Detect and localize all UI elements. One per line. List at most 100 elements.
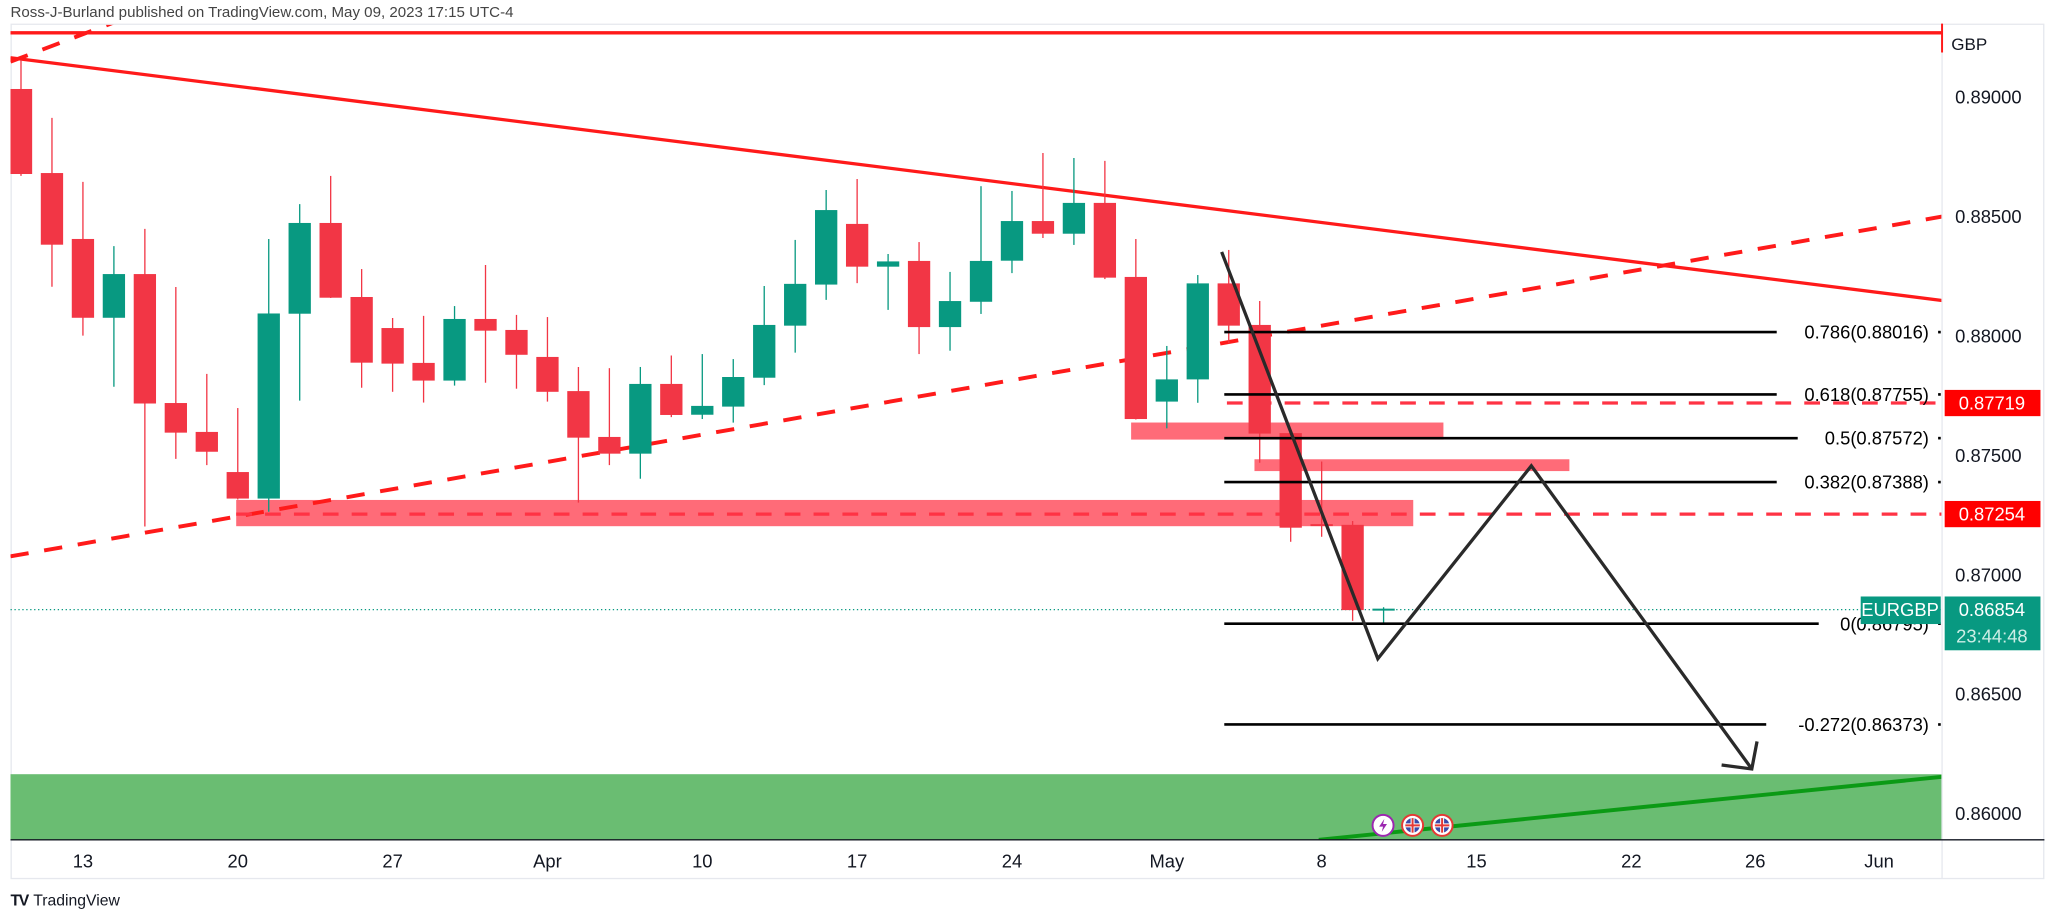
candle [1155,345,1178,429]
price-axis-label: 0.88500 [1955,206,2021,227]
candle-body [536,356,559,392]
candle [319,175,342,298]
candle-body [226,472,249,499]
candle [598,368,621,466]
candle-body [815,210,838,285]
candle-body [10,88,33,175]
time-axis-label: Jun [1864,850,1894,871]
candle [505,314,528,389]
level-price-box [1944,500,2041,528]
candle-body [381,328,404,364]
candle-body [598,436,621,454]
candle [691,354,714,420]
candle [1341,521,1364,621]
candle [1031,152,1055,239]
fib-level-marker [1938,330,1941,334]
candle [102,246,126,387]
fib-level-label: 0.382(0.87388) [1804,472,1929,493]
candle-body [1000,221,1024,261]
candle-body [938,301,962,328]
candle-body [257,313,280,499]
time-axis-label: 26 [1745,850,1765,871]
uk-flag-icon [1401,813,1425,837]
fib-level-label: 0.618(0.87755) [1804,384,1929,405]
price-axis-label: 0.87500 [1955,445,2021,466]
candle-body [753,324,776,378]
candle [1248,301,1271,463]
candle [226,408,249,500]
candle [536,317,559,402]
candle [40,117,64,287]
candle-body [195,431,218,452]
candle-body [1310,524,1333,527]
candle [907,242,931,355]
uk-flag-icon [1430,813,1454,837]
candle-body [102,274,126,318]
candle [784,239,807,353]
candle-body [784,283,807,326]
candle [629,366,652,479]
candle [1279,433,1302,542]
price-axis-label: 0.86500 [1955,684,2021,705]
candle-body [1155,379,1178,402]
price-axis-label: 0.87000 [1955,564,2021,585]
fib-level-marker [1938,723,1941,726]
candle-body [1279,433,1302,528]
time-axis-label: 10 [692,850,712,871]
candle [412,315,435,403]
tradingview-logo: TV TradingView [10,891,119,909]
candle-body [474,318,497,331]
candle-body [412,362,435,381]
candle-body [845,223,869,267]
candle-body [1217,283,1240,326]
last-price-box [1944,596,2041,651]
publish-info: Ross-J-Burland published on TradingView.… [10,5,514,21]
candle-body [71,238,95,318]
candle [257,238,280,512]
fib-level-marker [1938,393,1941,396]
candle-body [1031,221,1055,234]
candle-body [1062,202,1086,234]
candle [1124,238,1147,420]
candle-body [1248,324,1271,434]
support-zone [10,774,1943,840]
candle [845,179,869,284]
candle-body [40,173,64,245]
candle [350,269,373,388]
candle-body [1124,276,1147,420]
candle [722,359,745,423]
level-price-text: 0.87254 [1959,504,2025,525]
fib-level-label: 0.786(0.88016) [1804,322,1929,343]
candle-body [1341,524,1364,611]
chart-frame [10,23,2045,880]
fib-level-marker [1938,480,1941,484]
price-axis-label: 0.88000 [1955,325,2021,346]
bar-countdown: 23:44:48 [1956,625,2027,646]
candle-body [164,403,187,433]
candle [1000,190,1024,274]
candle-body [567,391,590,438]
candle [1310,461,1333,537]
candle [876,254,900,310]
candle-body [133,274,157,404]
candle [660,355,683,418]
plot-area [10,24,1943,840]
candle [10,59,33,176]
candle-body [1372,608,1395,611]
candle [1217,249,1240,344]
lightning-icon [1371,813,1395,837]
candle-body [660,383,683,415]
lightning-glyph [1379,818,1387,832]
time-axis-label: May [1149,850,1185,871]
resistance-zone-2 [1131,422,1444,440]
candle-body [691,405,714,415]
time-axis-label: 8 [1317,850,1327,871]
candle-body [876,261,900,267]
time-axis-label: 13 [73,850,93,871]
candle [938,271,962,351]
time-axis-label: 24 [1002,850,1022,871]
candle-body [1093,202,1117,278]
candle [1062,158,1086,245]
projection-path [1220,251,1754,770]
